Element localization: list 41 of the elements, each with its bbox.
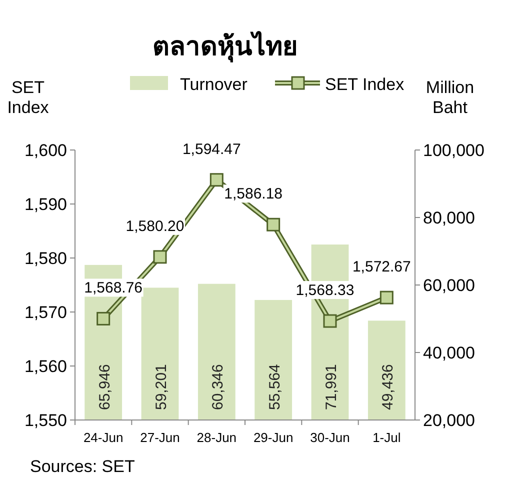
- data-label: 1,568.76: [84, 280, 143, 297]
- y-tick-label: 1,590: [24, 195, 67, 214]
- x-tick-label: 27-Jun: [140, 430, 180, 445]
- x-tick-label: 30-Jun: [310, 430, 350, 445]
- y-tick-label: 1,580: [24, 249, 67, 268]
- source-note: Sources: SET: [30, 457, 135, 476]
- point: [266, 218, 280, 232]
- x-tick-label: 24-Jun: [83, 430, 124, 445]
- data-label: 59,201: [153, 364, 170, 410]
- data-label: 60,346: [210, 364, 227, 410]
- data-label: 1,568.33: [296, 282, 354, 300]
- data-label: 1,580.20: [126, 218, 184, 235]
- y-tick-label: 1,570: [24, 303, 67, 322]
- data-label: 1,594.47: [182, 140, 241, 158]
- y2-tick-label: 60,000: [423, 276, 475, 295]
- legend-label: SET Index: [325, 75, 405, 94]
- y2-tick-label: 80,000: [423, 208, 475, 228]
- data-label: 71,991: [323, 364, 340, 410]
- point: [380, 290, 394, 304]
- y-tick-label: 1,560: [24, 357, 67, 376]
- y2-tick-label: 40,000: [423, 344, 475, 362]
- x-tick-label: 29-Jun: [253, 430, 294, 445]
- y2-axis-title: Million Baht: [426, 78, 474, 117]
- data-label: 1,586.18: [224, 186, 283, 203]
- point: [210, 173, 224, 187]
- legend-label: Turnover: [180, 75, 248, 94]
- y2-tick-label: 100,000: [423, 141, 484, 160]
- y-tick-label: 1,600: [24, 141, 67, 160]
- point: [96, 312, 110, 326]
- chart-title: ตลาดหุ้นไทย: [152, 30, 298, 63]
- data-label: 1,572.67: [352, 258, 411, 276]
- point: [323, 314, 337, 328]
- data-label: 55,564: [266, 364, 284, 410]
- y2-tick-label: 20,000: [423, 411, 475, 430]
- y-axis-title: SET Index: [7, 78, 50, 117]
- y-tick-label: 1,550: [24, 411, 67, 430]
- x-tick-label: 1-Jul: [372, 430, 401, 445]
- data-label: 65,946: [96, 364, 114, 410]
- x-tick-label: 28-Jun: [196, 430, 237, 445]
- data-label: 49,436: [380, 364, 397, 410]
- point: [153, 250, 167, 264]
